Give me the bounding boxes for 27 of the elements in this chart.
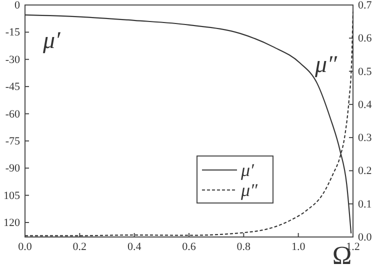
x-tick-label: 0.2 [72, 240, 87, 253]
y2-tick-label: 0.3 [358, 132, 372, 144]
annotation: μ′ [42, 28, 62, 54]
x-tick-label: 1.0 [291, 240, 306, 253]
annotation: μ″ [314, 52, 338, 78]
y-tick-label: 120 [4, 217, 20, 230]
y2-tick-label: 0.2 [358, 165, 372, 178]
y2-tick-label: 0.7 [358, 0, 372, 12]
x-tick-label: 0.0 [18, 240, 32, 253]
y2-tick-label: 0.4 [358, 98, 372, 111]
y-tick-label: -90 [5, 162, 20, 175]
legend-label: μ′ [240, 160, 256, 180]
legend-label: μ″ [240, 180, 258, 200]
y-tick-label: -60 [5, 108, 20, 120]
y-tick-label: -75 [5, 135, 20, 148]
y-tick-label: 105 [4, 190, 20, 202]
x-tick-label: 0.6 [182, 240, 196, 253]
y2-tick-label: 0.0 [358, 232, 372, 244]
x-tick-label: 0.4 [127, 240, 142, 253]
y2-tick-label: 0.6 [358, 32, 372, 45]
x-tick-label: 0.8 [236, 240, 252, 253]
y-tick-label: -45 [5, 81, 20, 94]
y2-tick-label: 0.1 [358, 198, 372, 210]
y2-tick-label: 0.5 [358, 66, 372, 78]
y-tick-label: 0 [14, 0, 20, 12]
y-tick-label: -30 [5, 54, 20, 66]
y-tick-label: -15 [5, 26, 20, 39]
